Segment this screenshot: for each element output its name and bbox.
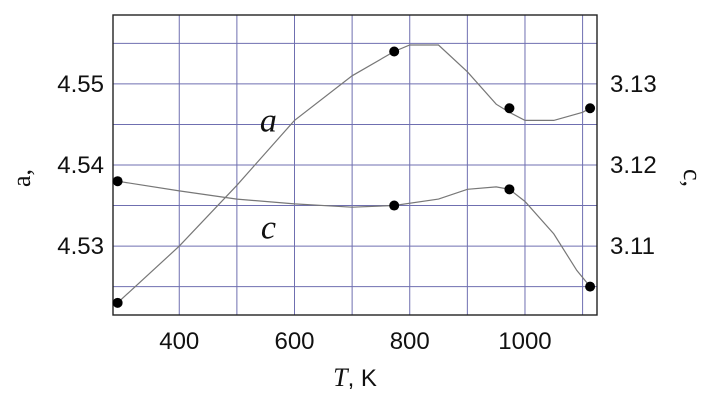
curve-label-c: c: [261, 209, 276, 246]
series-a-point: [389, 46, 400, 57]
x-axis-variable: T: [333, 363, 349, 392]
series-c-point: [585, 281, 596, 292]
series-a-point: [585, 103, 596, 114]
x-tick-label: 400: [159, 328, 199, 355]
series-c-line: [117, 180, 591, 287]
series-c-point: [389, 200, 400, 211]
x-axis-label: T, K: [333, 363, 377, 392]
series-a-line: [117, 44, 591, 304]
series-c-point: [504, 184, 515, 195]
plot-frame: [112, 14, 598, 316]
series-curves: [117, 44, 591, 304]
right-tick-label: 3.11: [610, 233, 655, 260]
left-tick-label: 4.55: [57, 71, 104, 98]
x-tick-label: 1000: [498, 328, 551, 355]
series-markers: [112, 46, 596, 308]
left-axis-label: a,: [7, 169, 36, 187]
right-tick-label: 3.13: [610, 71, 657, 98]
right-axis-label: c,: [678, 169, 706, 187]
left-tick-label: 4.54: [57, 152, 104, 179]
curve-annotations: ac: [260, 102, 277, 246]
right-tick-label: 3.12: [610, 152, 657, 179]
x-axis-unit: , K: [348, 365, 377, 392]
series-a-point: [504, 103, 515, 114]
left-tick-label: 4.53: [57, 233, 104, 260]
series-c-point: [112, 176, 123, 187]
curve-label-a: a: [260, 102, 277, 139]
x-tick-label: 600: [274, 328, 314, 355]
tick-labels: 400 600 800 1000 4.53 4.54 4.55 3.11 3.12 3.13: [57, 71, 656, 355]
grid-lines: [113, 15, 597, 315]
series-a-point: [112, 297, 123, 308]
x-tick-label: 800: [390, 328, 430, 355]
